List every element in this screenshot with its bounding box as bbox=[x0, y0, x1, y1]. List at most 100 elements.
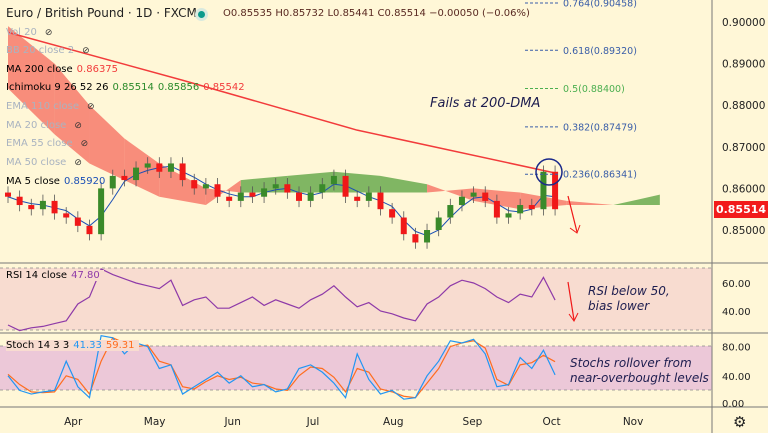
fib-level-label: 0.5(0.88400) bbox=[563, 84, 625, 95]
hidden-eye-icon[interactable]: ⊘ bbox=[82, 46, 90, 56]
candle-body bbox=[319, 184, 326, 193]
annotation-stoch-line1: Stochs rollover from bbox=[570, 356, 692, 370]
legend-ma20[interactable]: MA 20 close ⊘ bbox=[6, 120, 86, 131]
legend-ema55[interactable]: EMA 55 close ⊘ bbox=[6, 138, 92, 149]
candle-body bbox=[133, 167, 140, 181]
candle-body bbox=[214, 184, 221, 197]
candle-body bbox=[272, 184, 279, 189]
candle-body bbox=[39, 200, 46, 210]
legend-ma200[interactable]: MA 200 close 0.86375 bbox=[6, 64, 122, 75]
month-tick-label: Jul bbox=[306, 416, 320, 428]
stoch-tick-label: 80.00 bbox=[722, 343, 751, 354]
legend-label: Stoch 14 3 3 bbox=[6, 340, 70, 351]
candle-body bbox=[167, 163, 174, 172]
candle-body bbox=[226, 196, 233, 201]
candle-body bbox=[16, 196, 23, 206]
candle-body bbox=[5, 192, 11, 197]
candle-body bbox=[517, 205, 524, 214]
month-tick-label: Oct bbox=[543, 416, 561, 428]
candle-body bbox=[284, 184, 291, 193]
stoch-band bbox=[0, 346, 712, 390]
rsi-legend[interactable]: RSI 14 close 47.80 bbox=[6, 270, 104, 281]
legend-label: Vol 20 bbox=[6, 27, 37, 38]
price-tick-label: 0.85000 bbox=[722, 225, 765, 237]
legend-label: MA 20 close bbox=[6, 120, 67, 131]
ohlc-readout: O0.85535 H0.85732 L0.85441 C0.85514 −0.0… bbox=[223, 8, 530, 19]
ma200-line bbox=[7, 31, 556, 174]
candle-body bbox=[74, 217, 81, 226]
down-arrow-main bbox=[567, 195, 578, 233]
price-tick-label: 0.90000 bbox=[722, 17, 765, 29]
highlight-circle bbox=[535, 158, 563, 186]
candle-body bbox=[447, 205, 454, 218]
candle-body bbox=[121, 175, 128, 181]
price-tick-label: 0.87000 bbox=[722, 142, 765, 154]
candle-body bbox=[237, 192, 244, 201]
price-tick-label: 0.86000 bbox=[722, 183, 765, 195]
ichimoku-cloud-segment bbox=[8, 26, 55, 135]
candle-body bbox=[389, 209, 396, 218]
fib-level-label: 0.236(0.86341) bbox=[563, 170, 637, 181]
rsi-band bbox=[0, 268, 712, 330]
last-price-label: 0.85514 bbox=[714, 201, 768, 218]
stoch-legend[interactable]: Stoch 14 3 3 41.33 59.31 bbox=[6, 340, 139, 351]
candle-body bbox=[330, 175, 337, 185]
down-arrow-main-head bbox=[569, 224, 581, 234]
fib-level-label: 0.618(0.89320) bbox=[563, 46, 637, 57]
month-tick-label: Aug bbox=[383, 416, 404, 428]
legend-value: 0.86375 bbox=[76, 64, 119, 75]
candle-body bbox=[63, 213, 70, 218]
legend-ma50[interactable]: MA 50 close ⊘ bbox=[6, 157, 86, 168]
candle-body bbox=[202, 184, 209, 189]
ichimoku-cloud-segment bbox=[205, 180, 241, 206]
stoch-tick-label: 40.00 bbox=[722, 372, 751, 383]
candle-body bbox=[540, 171, 547, 210]
legend-label: BB 20 close 2 bbox=[6, 45, 75, 56]
candle-body bbox=[28, 205, 35, 210]
rsi-tick-label: 40.00 bbox=[722, 307, 751, 318]
hidden-eye-icon[interactable]: ⊘ bbox=[80, 139, 89, 149]
month-tick-label: Nov bbox=[623, 416, 644, 428]
month-tick-label: Apr bbox=[64, 416, 83, 428]
legend-ichimoku[interactable]: Ichimoku 9 26 52 26 0.85514 0.85856 0.85542 bbox=[6, 82, 249, 93]
candle-body bbox=[156, 163, 163, 172]
month-tick-label: May bbox=[144, 416, 166, 428]
legend-value: 59.31 bbox=[105, 340, 135, 351]
annotation-rsi-line2: bias lower bbox=[588, 299, 650, 313]
candle-body bbox=[424, 230, 431, 243]
candle-body bbox=[412, 234, 419, 243]
month-tick-label: Jun bbox=[223, 416, 240, 428]
candle-body bbox=[342, 175, 349, 197]
candle-body bbox=[51, 200, 58, 214]
month-tick-label: Sep bbox=[463, 416, 483, 428]
candle-body bbox=[307, 192, 314, 201]
legend-value: 0.85920 bbox=[63, 176, 106, 187]
annotation-fails-200dma: Fails at 200-DMA bbox=[430, 96, 541, 111]
candle-body bbox=[435, 217, 442, 230]
legend-ma5[interactable]: MA 5 close 0.85920 bbox=[6, 176, 109, 187]
settings-gear-icon[interactable]: ⚙ bbox=[733, 413, 747, 431]
fib-level-label: 0.764(0.90458) bbox=[563, 0, 637, 9]
legend-value: 47.80 bbox=[71, 270, 100, 281]
hidden-eye-icon[interactable]: ⊘ bbox=[74, 121, 82, 131]
candle-body bbox=[354, 196, 361, 201]
hidden-eye-icon[interactable]: ⊘ bbox=[74, 158, 82, 168]
annotation-stoch-line2: near-overbought levels bbox=[570, 371, 709, 385]
down-arrow-rsi bbox=[567, 281, 575, 321]
rsi-tick-label: 60.00 bbox=[722, 279, 751, 290]
ichimoku-cloud-segment bbox=[54, 63, 90, 164]
legend-ema110[interactable]: EMA 110 close ⊘ bbox=[6, 101, 99, 112]
down-arrow-rsi-head bbox=[568, 312, 579, 322]
candle-body bbox=[505, 213, 512, 218]
legend-label: MA 50 close bbox=[6, 157, 67, 168]
candle-body bbox=[144, 163, 151, 168]
hidden-eye-icon[interactable]: ⊘ bbox=[44, 28, 53, 38]
legend-value: 41.33 bbox=[73, 340, 102, 351]
legend-vol[interactable]: Vol 20 ⊘ bbox=[6, 27, 56, 38]
annotation-rsi-line1: RSI below 50, bbox=[588, 284, 670, 298]
legend-bb[interactable]: BB 20 close 2 ⊘ bbox=[6, 45, 94, 56]
hidden-eye-icon[interactable]: ⊘ bbox=[87, 102, 95, 112]
candle-body bbox=[98, 188, 105, 235]
